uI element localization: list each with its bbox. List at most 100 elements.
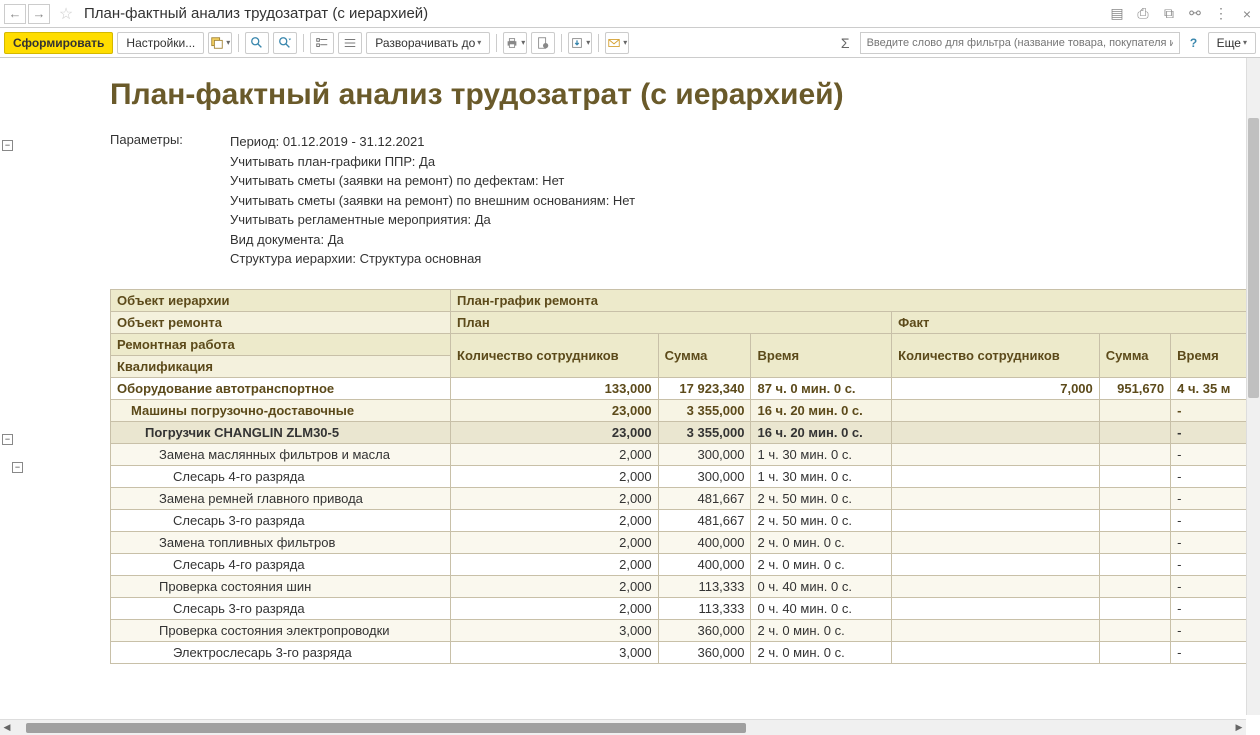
cell: 2 ч. 0 мин. 0 с. bbox=[751, 641, 892, 663]
cell: 2,000 bbox=[451, 509, 659, 531]
cell bbox=[1099, 619, 1170, 641]
cell: 2,000 bbox=[451, 465, 659, 487]
outline-tree: − − − bbox=[0, 58, 30, 698]
cell bbox=[1099, 465, 1170, 487]
report-content: План-фактный анализ трудозатрат (с иерар… bbox=[30, 58, 1246, 715]
parameter-line: Учитывать сметы (заявки на ремонт) по вн… bbox=[230, 191, 635, 211]
th-fact-qty: Количество сотрудников bbox=[892, 333, 1100, 377]
table-row[interactable]: Замена маслянных фильтров и масла2,00030… bbox=[111, 443, 1247, 465]
th-repair-work: Ремонтная работа bbox=[111, 333, 451, 355]
table-row[interactable]: Слесарь 3-го разряда2,000113,3330 ч. 40 … bbox=[111, 597, 1247, 619]
tree-toggle[interactable]: − bbox=[2, 140, 13, 151]
parameter-line: Учитывать план-графики ППР: Да bbox=[230, 152, 635, 172]
find-next-button[interactable] bbox=[273, 32, 297, 54]
filter-input[interactable] bbox=[860, 32, 1180, 54]
link-icon[interactable]: ⚯ bbox=[1186, 5, 1204, 23]
th-qualification: Квалификация bbox=[111, 355, 451, 377]
table-row[interactable]: Машины погрузочно-доставочные23,0003 355… bbox=[111, 399, 1247, 421]
table-row[interactable]: Погрузчик CHANGLIN ZLM30-523,0003 355,00… bbox=[111, 421, 1247, 443]
table-row[interactable]: Слесарь 4-го разряда2,000400,0002 ч. 0 м… bbox=[111, 553, 1247, 575]
cell: - bbox=[1171, 421, 1246, 443]
cell bbox=[892, 641, 1100, 663]
preview-icon[interactable]: ⧉ bbox=[1160, 5, 1178, 23]
row-name-cell: Замена ремней главного привода bbox=[111, 487, 451, 509]
find-button[interactable] bbox=[245, 32, 269, 54]
page-setup-button[interactable] bbox=[531, 32, 555, 54]
cell bbox=[892, 553, 1100, 575]
cell: 2,000 bbox=[451, 531, 659, 553]
th-plan-sum: Сумма bbox=[658, 333, 751, 377]
print-icon[interactable]: ⎙ bbox=[1134, 5, 1152, 23]
cell: 2 ч. 50 мин. 0 с. bbox=[751, 487, 892, 509]
th-hier-object: Объект иерархии bbox=[111, 289, 451, 311]
collapse-groups-button[interactable] bbox=[338, 32, 362, 54]
th-plan-qty: Количество сотрудников bbox=[451, 333, 659, 377]
scroll-left-arrow[interactable]: ◀ bbox=[0, 721, 14, 735]
cell: 23,000 bbox=[451, 421, 659, 443]
more-button[interactable]: Еще ▾ bbox=[1208, 32, 1256, 54]
table-row[interactable]: Проверка состояния электропроводки3,0003… bbox=[111, 619, 1247, 641]
expand-groups-button[interactable] bbox=[310, 32, 334, 54]
nav-back-button[interactable]: ← bbox=[4, 4, 26, 24]
cell bbox=[1099, 487, 1170, 509]
table-row[interactable]: Замена топливных фильтров2,000400,0002 ч… bbox=[111, 531, 1247, 553]
cell: 23,000 bbox=[451, 399, 659, 421]
cell: 3,000 bbox=[451, 641, 659, 663]
save-as-button[interactable]: ▾ bbox=[568, 32, 592, 54]
cell: - bbox=[1171, 509, 1246, 531]
tree-toggle[interactable]: − bbox=[12, 462, 23, 473]
cell: 2,000 bbox=[451, 443, 659, 465]
cell: 87 ч. 0 мин. 0 с. bbox=[751, 377, 892, 399]
cell: 16 ч. 20 мин. 0 с. bbox=[751, 399, 892, 421]
row-name-cell: Замена топливных фильтров bbox=[111, 531, 451, 553]
cell: 2,000 bbox=[451, 553, 659, 575]
table-row[interactable]: Проверка состояния шин2,000113,3330 ч. 4… bbox=[111, 575, 1247, 597]
settings-button[interactable]: Настройки... bbox=[117, 32, 204, 54]
save-icon[interactable]: ▤ bbox=[1108, 5, 1126, 23]
cell: 300,000 bbox=[658, 443, 751, 465]
help-button[interactable]: ? bbox=[1184, 33, 1204, 53]
cell bbox=[892, 487, 1100, 509]
table-row[interactable]: Слесарь 4-го разряда2,000300,0001 ч. 30 … bbox=[111, 465, 1247, 487]
horizontal-scrollbar[interactable]: ◀ ▶ bbox=[0, 719, 1246, 735]
cell bbox=[892, 465, 1100, 487]
cell: 113,333 bbox=[658, 597, 751, 619]
scroll-right-arrow[interactable]: ▶ bbox=[1232, 721, 1246, 735]
horizontal-scrollbar-thumb[interactable] bbox=[26, 723, 746, 733]
send-button[interactable]: ▾ bbox=[605, 32, 629, 54]
tree-toggle[interactable]: − bbox=[2, 434, 13, 445]
cell bbox=[1099, 509, 1170, 531]
expand-to-button[interactable]: Разворачивать до ▾ bbox=[366, 32, 490, 54]
nav-forward-button[interactable]: → bbox=[28, 4, 50, 24]
cell: 0 ч. 40 мин. 0 с. bbox=[751, 575, 892, 597]
generate-button[interactable]: Сформировать bbox=[4, 32, 113, 54]
print-button[interactable]: ▾ bbox=[503, 32, 527, 54]
favorite-star-icon[interactable]: ☆ bbox=[56, 4, 76, 24]
cell bbox=[892, 575, 1100, 597]
table-row[interactable]: Слесарь 3-го разряда2,000481,6672 ч. 50 … bbox=[111, 509, 1247, 531]
table-row[interactable]: Замена ремней главного привода2,000481,6… bbox=[111, 487, 1247, 509]
more-label: Еще bbox=[1217, 36, 1241, 50]
more-vert-icon[interactable]: ⋮ bbox=[1212, 5, 1230, 23]
table-row[interactable]: Электрослесарь 3-го разряда3,000360,0002… bbox=[111, 641, 1247, 663]
cell: 2,000 bbox=[451, 575, 659, 597]
cell bbox=[892, 421, 1100, 443]
row-name-cell: Слесарь 4-го разряда bbox=[111, 553, 451, 575]
cell: 300,000 bbox=[658, 465, 751, 487]
close-icon[interactable]: × bbox=[1238, 5, 1256, 23]
table-row[interactable]: Оборудование автотранспортное133,00017 9… bbox=[111, 377, 1247, 399]
vertical-scrollbar-thumb[interactable] bbox=[1248, 118, 1259, 398]
report-table: Объект иерархии План-график ремонта Объе… bbox=[110, 289, 1246, 664]
parameter-line: Период: 01.12.2019 - 31.12.2021 bbox=[230, 132, 635, 152]
cell: 16 ч. 20 мин. 0 с. bbox=[751, 421, 892, 443]
th-plan-time: Время bbox=[751, 333, 892, 377]
expand-to-label: Разворачивать до bbox=[375, 36, 475, 50]
cell bbox=[892, 443, 1100, 465]
cell: 2 ч. 0 мин. 0 с. bbox=[751, 619, 892, 641]
cell: 1 ч. 30 мин. 0 с. bbox=[751, 443, 892, 465]
variants-button[interactable]: ▾ bbox=[208, 32, 232, 54]
vertical-scrollbar[interactable] bbox=[1246, 58, 1260, 715]
cell: 481,667 bbox=[658, 487, 751, 509]
row-name-cell: Электрослесарь 3-го разряда bbox=[111, 641, 451, 663]
sum-icon[interactable]: Σ bbox=[841, 35, 850, 51]
